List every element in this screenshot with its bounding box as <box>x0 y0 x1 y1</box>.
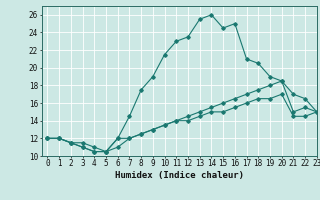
X-axis label: Humidex (Indice chaleur): Humidex (Indice chaleur) <box>115 171 244 180</box>
